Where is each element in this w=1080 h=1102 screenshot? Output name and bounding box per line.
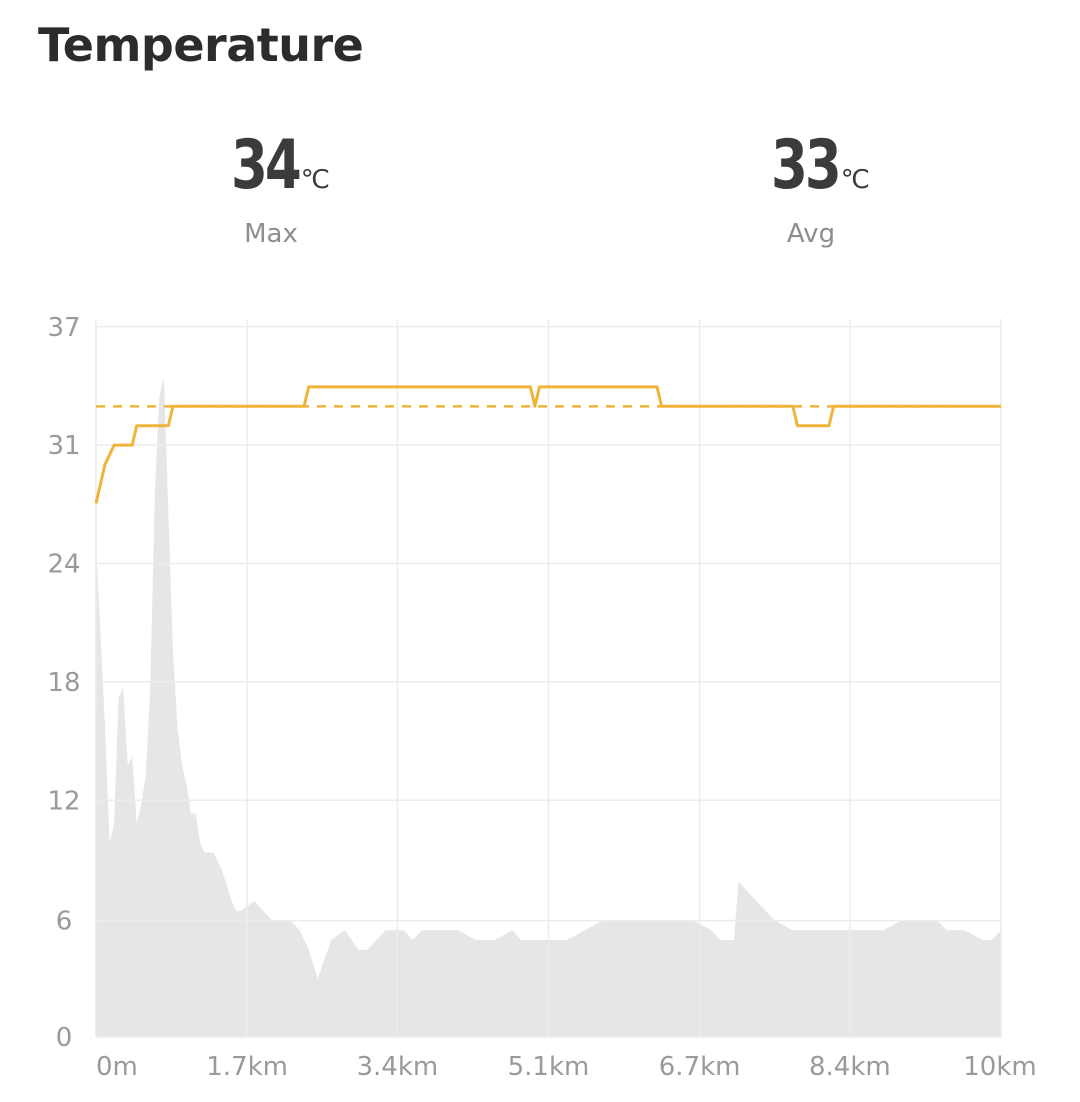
y-tick-label: 12 (47, 786, 80, 816)
temperature-series-line (94, 385, 1001, 504)
y-tick-label: 37 (47, 313, 80, 343)
stat-avg-unit: ℃ (840, 165, 870, 195)
x-tick-label: 6.7km (659, 1052, 741, 1082)
x-tick-label: 3.4km (356, 1052, 438, 1082)
stat-max-value: 34 (231, 126, 302, 205)
page-title: Temperature (38, 18, 364, 72)
temperature-chart: 0 6 12 18 24 31 37 0m 1.7km 3.4km 5.1km 6.7km 8.4km 1… (47, 313, 1036, 1082)
stat-max-label: Max (244, 219, 298, 249)
stat-avg-value: 33 (771, 126, 842, 205)
elevation-area (96, 377, 1001, 1037)
y-tick-label: 18 (47, 668, 80, 698)
y-tick-label: 0 (56, 1023, 73, 1053)
y-tick-label: 31 (47, 431, 80, 461)
x-tick-label: 5.1km (508, 1052, 590, 1082)
x-tick-label: 10km (963, 1052, 1036, 1082)
x-tick-label: 8.4km (809, 1052, 891, 1082)
x-tick-label: 0m (96, 1052, 138, 1082)
stat-avg: 33℃ Avg (681, 126, 941, 249)
y-tick-label: 24 (47, 550, 80, 580)
y-tick-label: 6 (56, 907, 73, 937)
stat-max: 34℃ Max (141, 126, 401, 249)
x-tick-label: 1.7km (206, 1052, 288, 1082)
stat-avg-label: Avg (786, 219, 836, 249)
stat-max-unit: ℃ (300, 165, 330, 195)
